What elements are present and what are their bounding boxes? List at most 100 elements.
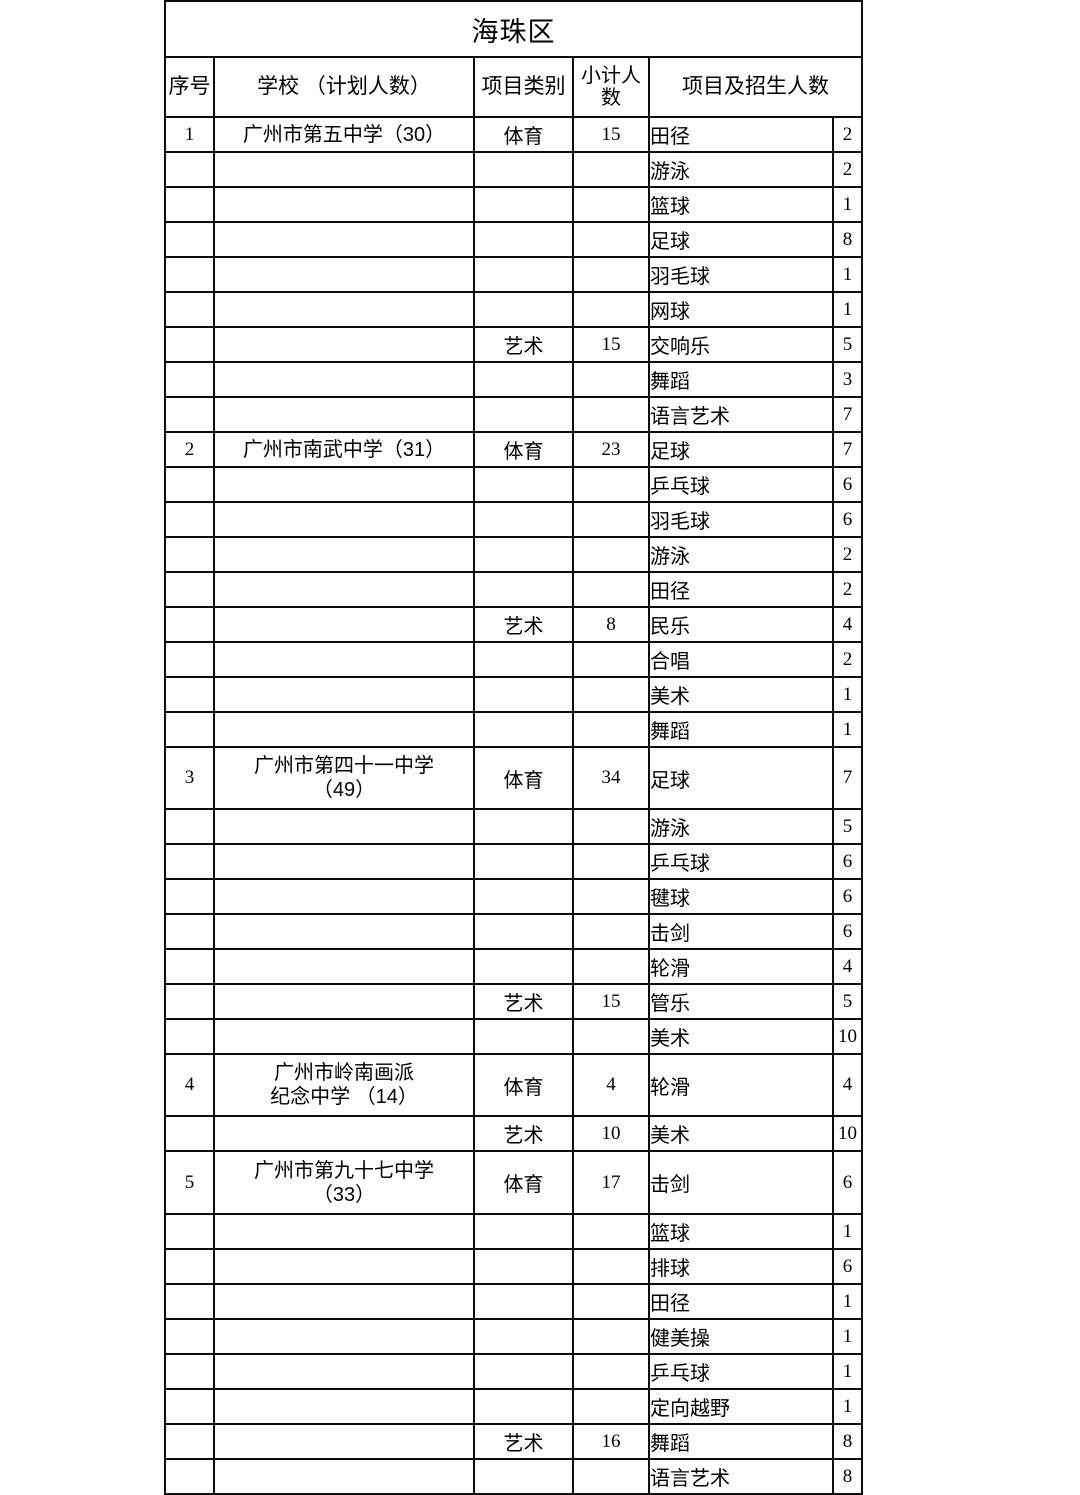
- cell-category: 艺术: [473, 326, 574, 363]
- cell-num: 1: [831, 1318, 864, 1355]
- cell-category: 艺术: [473, 1115, 574, 1152]
- cell-seq: 3: [164, 746, 215, 810]
- cell-school: [213, 1213, 475, 1250]
- table-row: 健美操 1: [164, 1318, 864, 1355]
- cell-subtotal: 34: [572, 746, 650, 810]
- cell-category: [473, 641, 574, 678]
- cell-category: [473, 466, 574, 503]
- cell-seq: [164, 1458, 215, 1495]
- cell-item: 管乐: [648, 983, 834, 1020]
- cell-num: 4: [831, 1053, 864, 1117]
- cell-subtotal: [572, 1213, 650, 1250]
- cell-seq: [164, 711, 215, 748]
- cell-num: 6: [831, 878, 864, 915]
- cell-subtotal: 15: [572, 326, 650, 363]
- cell-category: [473, 571, 574, 608]
- cell-subtotal: [572, 1353, 650, 1390]
- cell-subtotal: 8: [572, 606, 650, 643]
- cell-category: [473, 501, 574, 538]
- cell-seq: [164, 291, 215, 328]
- cell-category: 艺术: [473, 983, 574, 1020]
- cell-subtotal: [572, 291, 650, 328]
- cell-category: [473, 291, 574, 328]
- cell-school: [213, 606, 475, 643]
- cell-item: 游泳: [648, 808, 834, 845]
- cell-item: 篮球: [648, 186, 834, 223]
- cell-category: [473, 396, 574, 433]
- table-header-row: 序号 学校 （计划人数） 项目类别 小计人 数 项目及招生人数: [164, 56, 864, 118]
- cell-item: 篮球: [648, 1213, 834, 1250]
- cell-item: 足球: [648, 746, 834, 810]
- table-row: 击剑 6: [164, 913, 864, 950]
- cell-category: 艺术: [473, 1423, 574, 1460]
- cell-seq: [164, 1423, 215, 1460]
- table-row: 排球 6: [164, 1248, 864, 1285]
- cell-item: 乒乓球: [648, 843, 834, 880]
- cell-school: [213, 186, 475, 223]
- cell-seq: [164, 808, 215, 845]
- cell-num: 1: [831, 1213, 864, 1250]
- cell-seq: [164, 1388, 215, 1425]
- cell-num: 10: [831, 1115, 864, 1152]
- cell-seq: [164, 396, 215, 433]
- table-row: 1 广州市第五中学（30） 体育 15 田径 2: [164, 116, 864, 153]
- cell-seq: [164, 501, 215, 538]
- cell-school: [213, 1388, 475, 1425]
- cell-school: [213, 808, 475, 845]
- cell-item: 合唱: [648, 641, 834, 678]
- column-header-category: 项目类别: [473, 56, 574, 118]
- cell-num: 7: [831, 431, 864, 468]
- enrollment-table: 海珠区 序号 学校 （计划人数） 项目类别 小计人 数 项目及招生人数 1 广州市…: [163, 0, 864, 1495]
- cell-num: 2: [831, 116, 864, 153]
- table-row: 艺术 15 管乐 5: [164, 983, 864, 1020]
- cell-subtotal: [572, 151, 650, 188]
- cell-school: [213, 1353, 475, 1390]
- cell-category: [473, 186, 574, 223]
- cell-category: [473, 221, 574, 258]
- cell-category: [473, 878, 574, 915]
- cell-subtotal: [572, 221, 650, 258]
- table-row: 羽毛球 6: [164, 501, 864, 538]
- cell-school: [213, 256, 475, 293]
- cell-num: 1: [831, 291, 864, 328]
- cell-school: [213, 878, 475, 915]
- table-row: 乒乓球 6: [164, 466, 864, 503]
- table-row: 游泳 2: [164, 151, 864, 188]
- table-row: 艺术 8 民乐 4: [164, 606, 864, 643]
- column-header-items: 项目及招生人数: [647, 56, 864, 118]
- cell-subtotal: [572, 536, 650, 573]
- cell-school: [213, 1458, 475, 1495]
- cell-num: 1: [831, 256, 864, 293]
- cell-num: 2: [831, 571, 864, 608]
- cell-item: 击剑: [648, 1150, 834, 1215]
- cell-school: [213, 948, 475, 985]
- cell-subtotal: 10: [572, 1115, 650, 1152]
- cell-item: 交响乐: [648, 326, 834, 363]
- cell-subtotal: [572, 948, 650, 985]
- cell-seq: 5: [164, 1150, 215, 1215]
- cell-category: [473, 711, 574, 748]
- document-page: 海珠区 序号 学校 （计划人数） 项目类别 小计人 数 项目及招生人数 1 广州市…: [163, 0, 864, 1495]
- cell-seq: [164, 1115, 215, 1152]
- cell-school: [213, 711, 475, 748]
- cell-num: 6: [831, 843, 864, 880]
- cell-category: 体育: [473, 116, 574, 153]
- cell-item: 田径: [648, 571, 834, 608]
- table-row: 2 广州市南武中学（31） 体育 23 足球 7: [164, 431, 864, 468]
- cell-category: [473, 913, 574, 950]
- cell-category: [473, 1018, 574, 1055]
- cell-subtotal: [572, 501, 650, 538]
- cell-school: 广州市第五中学（30）: [213, 116, 475, 153]
- table-row: 游泳 2: [164, 536, 864, 573]
- cell-num: 8: [831, 1423, 864, 1460]
- cell-category: 体育: [473, 1150, 574, 1215]
- cell-item: 击剑: [648, 913, 834, 950]
- cell-category: [473, 676, 574, 713]
- cell-item: 游泳: [648, 151, 834, 188]
- cell-category: [473, 948, 574, 985]
- cell-subtotal: 23: [572, 431, 650, 468]
- cell-seq: [164, 878, 215, 915]
- cell-item: 田径: [648, 116, 834, 153]
- table-row: 网球 1: [164, 291, 864, 328]
- cell-school: [213, 1115, 475, 1152]
